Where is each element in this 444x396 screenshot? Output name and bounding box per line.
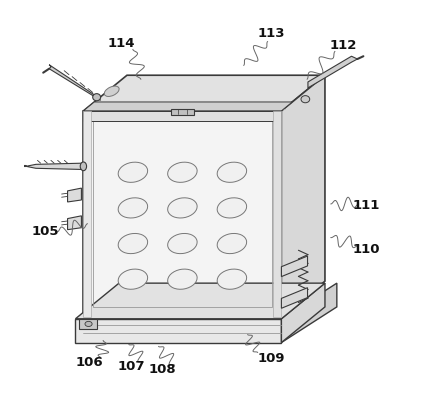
Polygon shape [170,109,194,115]
Text: 109: 109 [258,352,285,365]
Text: 110: 110 [353,243,381,256]
Ellipse shape [168,269,197,289]
Text: 111: 111 [353,200,380,212]
Polygon shape [281,283,337,343]
Ellipse shape [80,162,87,171]
Ellipse shape [118,162,147,182]
Text: 106: 106 [75,356,103,369]
Text: 112: 112 [329,39,357,52]
Ellipse shape [217,269,246,289]
Polygon shape [274,111,281,317]
Polygon shape [308,56,357,88]
Ellipse shape [104,86,119,97]
Polygon shape [83,111,91,317]
Ellipse shape [217,162,246,182]
Text: 107: 107 [117,360,145,373]
Ellipse shape [217,198,246,218]
Polygon shape [83,111,281,317]
Ellipse shape [217,234,246,253]
Ellipse shape [118,198,147,218]
Ellipse shape [118,234,147,253]
Polygon shape [281,256,308,276]
Polygon shape [49,65,101,101]
Polygon shape [79,319,97,329]
Polygon shape [83,75,325,111]
Ellipse shape [301,96,310,103]
Text: 113: 113 [258,27,285,40]
Ellipse shape [118,269,147,289]
Ellipse shape [85,322,92,326]
Polygon shape [67,216,81,230]
Polygon shape [75,319,281,343]
Text: 114: 114 [107,37,135,50]
Text: 108: 108 [149,363,176,375]
Polygon shape [26,163,83,169]
Polygon shape [75,283,325,319]
Ellipse shape [93,93,101,101]
Ellipse shape [168,162,197,182]
Ellipse shape [168,234,197,253]
Ellipse shape [168,198,197,218]
Polygon shape [281,287,308,308]
Text: 105: 105 [32,225,59,238]
Polygon shape [83,102,292,111]
Polygon shape [67,188,81,202]
Polygon shape [83,111,281,121]
Polygon shape [281,75,325,317]
Polygon shape [281,283,325,343]
